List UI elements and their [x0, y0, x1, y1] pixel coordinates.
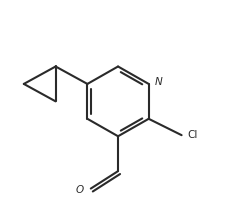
Text: O: O: [76, 185, 84, 195]
Text: Cl: Cl: [187, 130, 198, 140]
Text: N: N: [154, 77, 162, 87]
